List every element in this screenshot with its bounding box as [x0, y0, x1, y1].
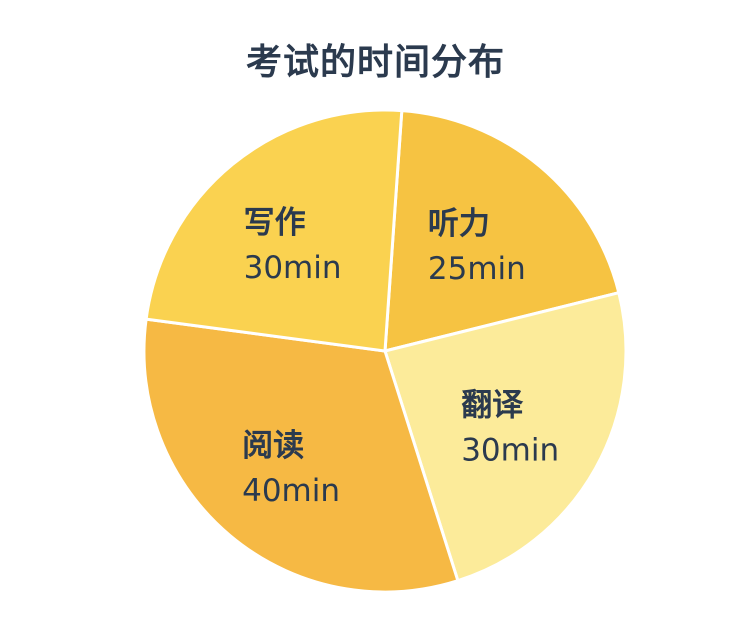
slice-label-3: 阅读: [242, 428, 304, 464]
pie-slice-4: [144, 108, 404, 353]
slice-label-1: 听力: [428, 206, 490, 242]
pie-slice-3: [142, 317, 460, 594]
slice-value-1: 25min: [428, 251, 526, 287]
slice-value-3: 40min: [242, 473, 340, 509]
slice-label-2: 翻译: [461, 388, 524, 424]
slice-value-2: 30min: [461, 433, 559, 469]
chart-title: 考试的时间分布: [245, 42, 505, 83]
slice-label-4: 写作: [244, 205, 306, 241]
pie-slice-1: [383, 109, 621, 353]
pie-slice-2: [383, 291, 628, 583]
slice-value-4: 30min: [244, 250, 342, 286]
